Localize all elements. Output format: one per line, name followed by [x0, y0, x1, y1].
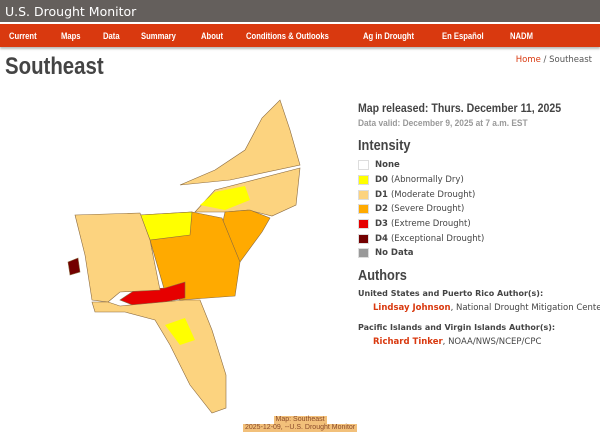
drought-map	[67, 99, 301, 414]
legend-item: D0 (Abnormally Dry)	[358, 173, 598, 188]
authors-title: Authors	[358, 266, 407, 284]
legend-label: None	[375, 160, 400, 171]
main-nav: Current Maps Data Summary About Conditio…	[0, 24, 600, 47]
map-released: Map released: Thurs. December 11, 2025	[358, 101, 562, 115]
map-virginia	[179, 99, 301, 186]
legend-swatch	[358, 204, 369, 215]
legend-item: None	[358, 158, 598, 173]
nav-maps[interactable]: Maps	[60, 30, 81, 41]
nav-ag[interactable]: Ag in Drought	[362, 30, 414, 41]
legend-label: (Abnormally Dry)	[390, 175, 464, 186]
legend-swatch	[358, 160, 369, 171]
map-caption: Map: Southeast 2025-12-09, --U.S. Drought…	[243, 416, 358, 432]
pi-authors-heading: Pacific Islands and Virgin Islands Autho…	[358, 322, 556, 332]
legend-item: D4 (Exceptional Drought)	[358, 231, 598, 246]
nav-summary[interactable]: Summary	[141, 30, 176, 41]
us-authors-heading: United States and Puerto Rico Author(s):	[358, 288, 544, 298]
map-fl-d0	[165, 318, 195, 345]
legend-swatch	[358, 233, 369, 244]
page-title: Southeast	[5, 53, 104, 80]
pi-author: Richard Tinker, NOAA/NWS/NCEP/CPC	[373, 337, 598, 347]
site-title[interactable]: U.S. Drought Monitor	[0, 0, 600, 24]
us-author-link[interactable]: Lindsay Johnson	[373, 302, 451, 313]
pi-author-org: , NOAA/NWS/NCEP/CPC	[442, 336, 542, 347]
authors-section: Authors United States and Puerto Rico Au…	[358, 266, 600, 347]
legend-code: D0	[375, 175, 388, 186]
legend-item: D2 (Severe Drought)	[358, 202, 598, 217]
legend-item: D1 (Moderate Drought)	[358, 187, 598, 202]
pi-author-link[interactable]: Richard Tinker	[373, 336, 443, 347]
nav-data[interactable]: Data	[102, 30, 120, 41]
breadcrumb-home[interactable]: Home	[515, 55, 541, 65]
map-info: Map released: Thurs. December 11, 2025 D…	[358, 101, 600, 347]
map-nc-d0	[200, 186, 250, 210]
legend-label: (Severe Drought)	[390, 204, 465, 215]
legend-item: D3 (Extreme Drought)	[358, 217, 598, 232]
map-florida	[91, 299, 227, 414]
map-d4-spot	[67, 257, 81, 276]
legend-item: No Data	[358, 246, 598, 261]
legend-swatch	[358, 219, 369, 230]
legend-swatch	[358, 175, 369, 186]
breadcrumb-current: Southeast	[549, 55, 592, 65]
caption-line2: 2025-12-09, --U.S. Drought Monitor	[243, 424, 358, 432]
legend-swatch	[358, 189, 369, 200]
legend-code: D4	[375, 233, 388, 244]
caption-line1: Map: Southeast	[273, 416, 327, 424]
intensity-legend: None D0 (Abnormally Dry) D1 (Moderate Drough…	[358, 158, 598, 261]
breadcrumb: Home / Southeast	[516, 55, 592, 65]
intensity-title: Intensity	[358, 137, 411, 154]
legend-label: (Moderate Drought)	[390, 189, 476, 200]
nav-about[interactable]: About	[201, 30, 224, 41]
data-valid: Data valid: December 9, 2025 at 7 a.m. E…	[358, 118, 528, 129]
legend-label: (Extreme Drought)	[390, 219, 471, 230]
us-author: Lindsay Johnson, National Drought Mitiga…	[373, 302, 600, 313]
map-alabama	[74, 212, 161, 303]
nav-espanol[interactable]: En Español	[441, 30, 484, 41]
nav-nadm[interactable]: NADM	[509, 30, 533, 41]
legend-label: No Data	[375, 248, 414, 259]
legend-code: D2	[375, 204, 388, 215]
legend-label: (Exceptional Drought)	[390, 233, 485, 244]
legend-code: D1	[375, 189, 388, 200]
us-author-org: , National Drought Mitigation Center	[450, 302, 600, 313]
nav-conditions[interactable]: Conditions & Outlooks	[246, 30, 329, 41]
nav-current[interactable]: Current	[9, 30, 37, 41]
breadcrumb-sep: /	[543, 55, 547, 65]
legend-code: D3	[375, 219, 388, 230]
legend-swatch	[358, 248, 369, 259]
